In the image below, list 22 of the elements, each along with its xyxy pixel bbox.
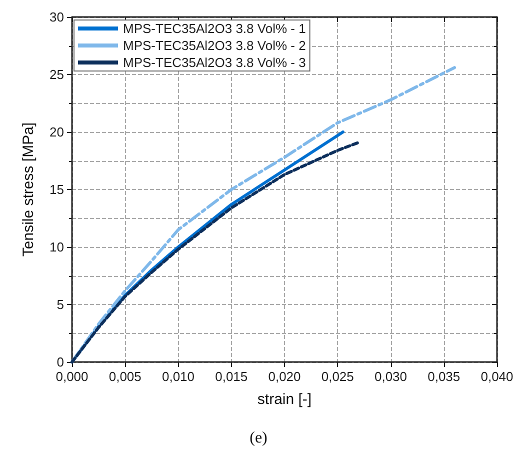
x-tick-label: 0,020: [268, 369, 301, 384]
legend-label: MPS-TEC35Al2O3 3.8 Vol% - 2: [123, 38, 306, 53]
y-tick-label: 10: [50, 240, 64, 254]
x-axis-title: strain [-]: [257, 391, 312, 408]
text: (e): [250, 430, 268, 446]
x-tick-label: 0,000: [56, 369, 88, 384]
legend-label: MPS-TEC35Al2O3 3.8 Vol% - 1: [123, 21, 306, 36]
x-tick-label: 0,040: [480, 369, 514, 384]
x-tick-label: 0,035: [428, 369, 460, 384]
y-tick-label: 25: [50, 67, 64, 82]
x-tick-label: 0,005: [108, 369, 142, 384]
x-tick-label: 0,030: [374, 369, 408, 384]
x-tick-label: 0,025: [321, 369, 354, 384]
y-tick-label: 20: [50, 124, 64, 140]
y-tick-label: 0: [56, 354, 64, 370]
y-tick-label: 5: [56, 297, 64, 312]
x-tick-label: 0,010: [162, 369, 195, 384]
legend-label: MPS-TEC35Al2O3 3.8 Vol% - 3: [123, 55, 306, 70]
y-axis-title: Tensile stress [MPa]: [20, 122, 37, 257]
x-tick-label: 0,015: [215, 369, 248, 384]
y-tick-label: 15: [50, 182, 64, 197]
y-tick-label: 30: [50, 10, 64, 24]
